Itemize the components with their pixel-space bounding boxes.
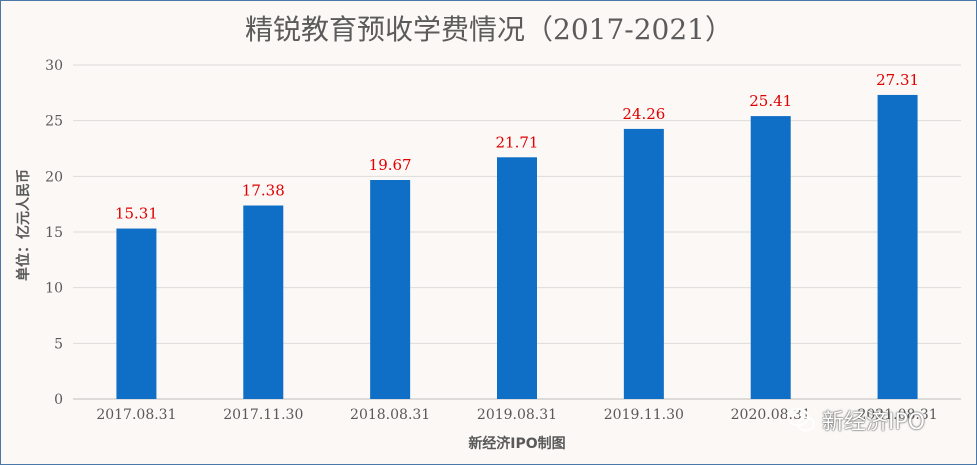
bar [877,94,918,399]
y-tick-label: 30 [45,58,63,74]
watermark-text: 新经济IPO [822,410,926,435]
y-tick-label: 5 [54,336,63,352]
bar [750,116,791,400]
x-tick-label: 2021.08.31 [857,407,937,423]
bar [370,180,411,399]
y-tick-label: 10 [45,281,63,297]
x-tick-label: 2017.08.31 [96,407,176,423]
x-axis-ticks: 2017.08.31 2017.11.30 2018.08.31 2019.08.31… [96,407,937,423]
y-tick-label: 25 [45,114,63,130]
bar [623,128,664,399]
x-tick-label: 2019.08.31 [477,407,557,423]
data-label: 21.71 [496,133,539,151]
wechat-icon [787,408,815,432]
y-tick-label: 15 [45,225,63,241]
data-label: 24.26 [622,105,665,123]
bars [116,94,918,400]
bar [497,157,537,399]
data-label: 27.31 [876,71,919,89]
y-axis-label: 单位：亿元人民币 [15,169,32,281]
y-tick-label: 0 [54,392,63,408]
data-label: 19.67 [369,156,412,174]
x-tick-label: 2019.11.30 [604,407,684,423]
x-tick-label: 2017.11.30 [223,407,303,423]
data-label: 15.31 [115,205,158,223]
x-tick-label: 2018.08.31 [350,407,430,423]
chart-title: 精锐教育预收学费情况（2017-2021） [245,13,733,46]
data-labels: 15.31 17.38 19.67 21.71 24.26 25.41 27.31 [115,71,919,223]
data-label: 17.38 [242,182,285,200]
y-tick-label: 20 [45,169,63,185]
data-label: 25.41 [749,92,792,110]
watermark: 新经济IPO [786,398,956,442]
x-axis-label: 新经济IPO制图 [468,435,565,452]
y-axis-ticks: 0 5 10 15 20 25 30 [45,58,63,408]
bar [116,228,157,399]
bar [243,205,284,399]
